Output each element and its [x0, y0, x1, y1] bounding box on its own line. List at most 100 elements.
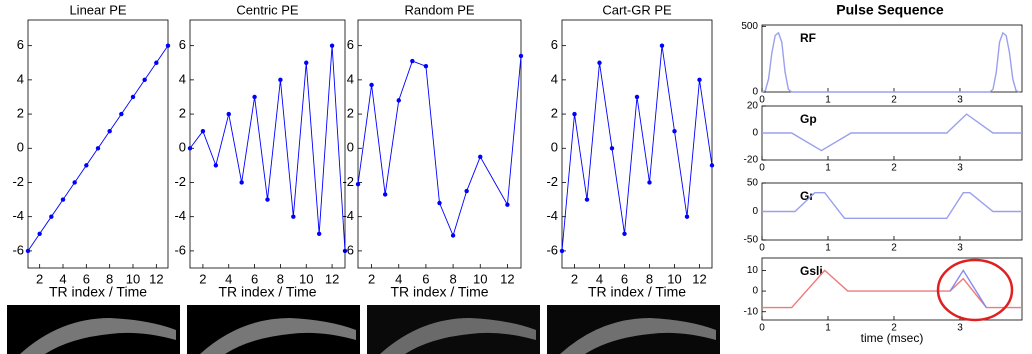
data-point — [697, 78, 701, 82]
data-point — [635, 95, 639, 99]
x-tick-label: 2 — [891, 163, 897, 174]
chart-title: Pulse Sequence — [836, 2, 944, 18]
y-tick-label: 0 — [752, 286, 758, 297]
y-tick-label: -6 — [546, 242, 558, 257]
x-tick-label: 0 — [759, 95, 765, 106]
y-tick-label: -10 — [744, 306, 759, 317]
axes-box — [190, 20, 345, 268]
x-tick-label: 3 — [957, 95, 963, 106]
x-tick-label: 1 — [825, 243, 831, 254]
axes-box — [358, 20, 521, 268]
x-tick-label: 1 — [825, 323, 831, 334]
data-point — [451, 233, 455, 237]
data-point — [154, 61, 158, 65]
x-axis-label: time (msec) — [861, 331, 924, 345]
x-axis-label: TR index / Time — [218, 284, 316, 300]
y-tick-label: 6 — [179, 37, 186, 52]
data-point — [410, 59, 414, 63]
x-tick-label: 2 — [368, 271, 375, 286]
figure: Linear PE24681012-6-4-20246TR index / Ti… — [0, 0, 1032, 354]
y-tick-label: 0 — [752, 87, 758, 98]
y-tick-label: -6 — [342, 242, 354, 257]
x-tick-label: 3 — [957, 323, 963, 334]
y-tick-label: 0 — [17, 140, 24, 155]
y-tick-label: -2 — [174, 174, 186, 189]
y-tick-label: 10 — [747, 265, 759, 276]
data-point — [252, 95, 256, 99]
y-tick-label: 20 — [747, 101, 759, 112]
data-point — [610, 146, 614, 150]
data-point — [37, 232, 41, 236]
data-point — [214, 163, 218, 167]
y-tick-label: -6 — [12, 242, 24, 257]
data-point — [397, 98, 401, 102]
x-tick-label: 2 — [36, 271, 43, 286]
data-point — [383, 192, 387, 196]
x-tick-label: 2 — [891, 243, 897, 254]
data-point — [622, 232, 626, 236]
data-point — [26, 249, 30, 253]
data-point — [660, 43, 664, 47]
x-tick-label: 2 — [571, 271, 578, 286]
x-tick-label: 1 — [825, 163, 831, 174]
y-tick-label: 4 — [17, 71, 24, 86]
y-tick-label: 0 — [179, 140, 186, 155]
data-point — [239, 180, 243, 184]
mri-images — [7, 305, 720, 354]
data-point — [72, 180, 76, 184]
data-point — [119, 112, 123, 116]
data-point — [188, 146, 192, 150]
data-point — [142, 78, 146, 82]
data-point — [369, 83, 373, 87]
y-tick-label: -4 — [174, 208, 186, 223]
y-tick-label: -2 — [342, 174, 354, 189]
panel-label: Gp — [800, 112, 817, 126]
y-tick-label: 4 — [347, 71, 354, 86]
y-tick-label: 0 — [347, 140, 354, 155]
x-tick-label: 12 — [500, 271, 514, 286]
data-point — [131, 95, 135, 99]
x-axis-label: TR index / Time — [588, 284, 686, 300]
data-point — [597, 61, 601, 65]
data-point — [505, 203, 509, 207]
y-tick-label: 4 — [179, 71, 186, 86]
panel-label: RF — [800, 31, 816, 45]
data-point — [647, 180, 651, 184]
data-point — [356, 182, 360, 186]
y-tick-label: 50 — [747, 178, 759, 189]
x-tick-label: 12 — [325, 271, 339, 286]
y-tick-label: 6 — [17, 37, 24, 52]
y-tick-label: -2 — [12, 174, 24, 189]
chart-title: Random PE — [404, 2, 474, 17]
data-point — [201, 129, 205, 133]
data-point — [560, 249, 564, 253]
y-tick-label: 2 — [17, 106, 24, 121]
x-axis-label: TR index / Time — [390, 284, 488, 300]
data-point — [572, 112, 576, 116]
y-tick-label: -4 — [342, 208, 354, 223]
y-tick-label: 2 — [179, 106, 186, 121]
y-tick-label: 500 — [741, 21, 758, 32]
axes-box — [562, 20, 712, 268]
x-tick-label: 2 — [199, 271, 206, 286]
data-point — [278, 78, 282, 82]
data-point — [685, 214, 689, 218]
y-tick-label: -20 — [744, 155, 759, 166]
x-tick-label: 0 — [759, 243, 765, 254]
data-point — [61, 197, 65, 201]
data-point — [437, 201, 441, 205]
data-point — [424, 64, 428, 68]
y-tick-label: 6 — [551, 37, 558, 52]
data-point — [49, 214, 53, 218]
y-tick-label: -6 — [174, 242, 186, 257]
y-tick-label: 2 — [551, 106, 558, 121]
x-tick-label: 12 — [692, 271, 706, 286]
x-tick-label: 0 — [759, 163, 765, 174]
y-tick-label: -50 — [744, 235, 759, 246]
y-tick-label: 4 — [551, 71, 558, 86]
x-tick-label: 12 — [149, 271, 163, 286]
data-point — [84, 163, 88, 167]
y-tick-label: 0 — [551, 140, 558, 155]
data-point — [464, 189, 468, 193]
data-point — [672, 129, 676, 133]
